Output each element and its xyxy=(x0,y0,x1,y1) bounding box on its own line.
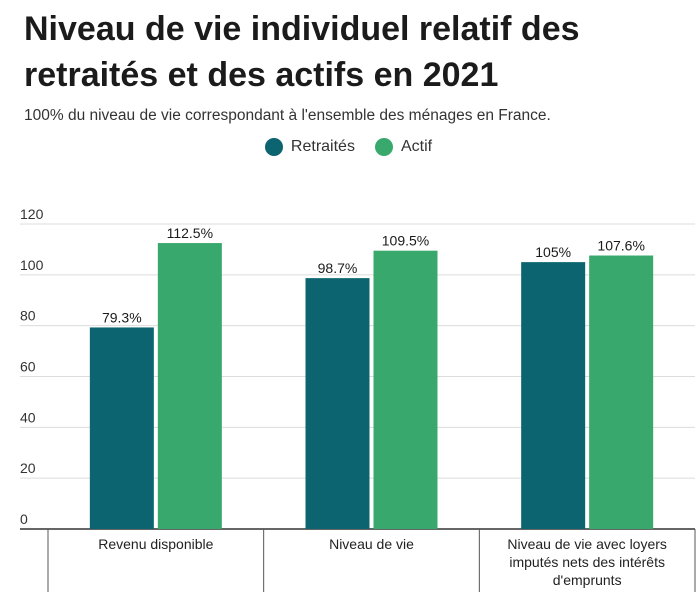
bar-actif-0 xyxy=(157,243,222,529)
legend-label-actif: Actif xyxy=(400,138,433,155)
y-tick-label-20: 20 xyxy=(20,460,36,476)
y-tick-label-80: 80 xyxy=(20,308,36,324)
legend-item-actif: Actif xyxy=(374,138,433,156)
y-tick-label-120: 120 xyxy=(20,206,44,222)
bar-actif-2 xyxy=(589,255,654,529)
data-label-retraits-1: 98.7% xyxy=(318,260,358,276)
x-tick-label-1-line-0: Niveau de vie xyxy=(329,536,414,552)
legend-label-retraites: Retraités xyxy=(290,138,355,155)
x-tick-label-0-line-0: Revenu disponible xyxy=(98,536,213,552)
chart-subtitle: 100% du niveau de vie correspondant à l'… xyxy=(24,107,551,124)
bar-retraits-1 xyxy=(305,278,370,529)
data-label-actif-1: 109.5% xyxy=(382,233,429,249)
chart-title: Niveau de vie individuel relatif des ret… xyxy=(24,10,580,94)
bar-actif-1 xyxy=(373,250,438,529)
legend: Retraités Actif xyxy=(0,138,697,156)
legend-item-retraites: Retraités xyxy=(264,138,355,156)
legend-swatch-actif xyxy=(374,138,393,156)
data-label-retraits-2: 105% xyxy=(535,244,571,260)
x-tick-label-2-line-0: Niveau de vie avec loyers xyxy=(507,536,667,552)
bar-retraits-0 xyxy=(89,327,154,529)
data-label-actif-2: 107.6% xyxy=(597,238,644,254)
y-tick-label-40: 40 xyxy=(20,409,36,425)
x-tick-label-2-line-1: imputés nets des intérêts xyxy=(509,554,665,570)
y-tick-label-0: 0 xyxy=(20,511,28,527)
data-label-retraits-0: 79.3% xyxy=(102,309,142,325)
y-tick-label-60: 60 xyxy=(20,359,36,375)
y-tick-label-100: 100 xyxy=(20,257,44,273)
bar-retraits-2 xyxy=(521,262,586,529)
legend-swatch-retraites xyxy=(264,138,283,156)
data-label-actif-0: 112.5% xyxy=(167,225,213,241)
x-tick-label-2-line-2: d'emprunts xyxy=(553,572,622,588)
